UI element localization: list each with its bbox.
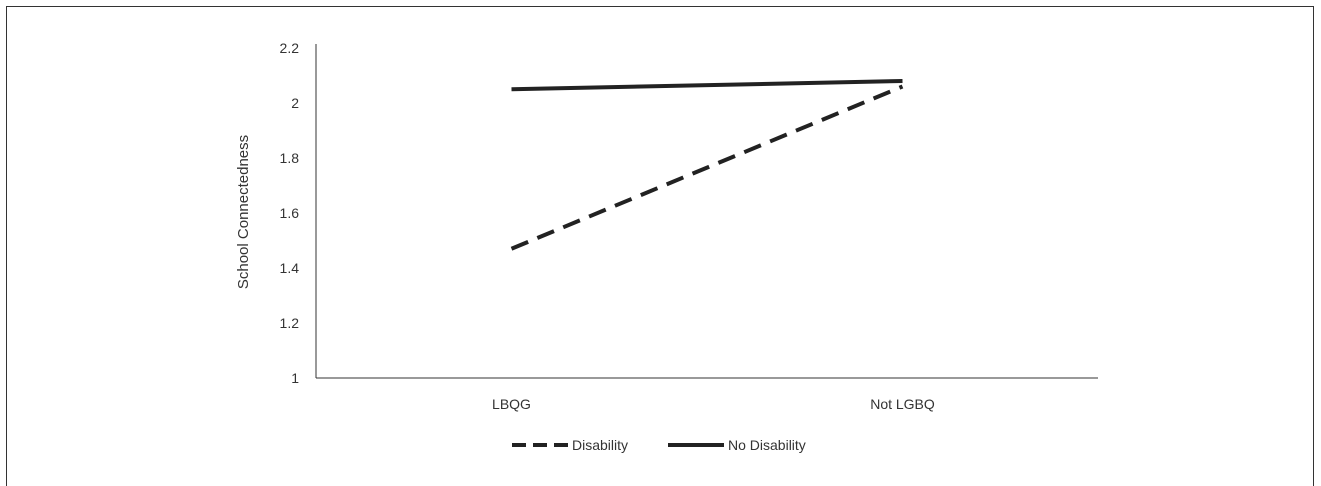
series-line-no-disability [511,79,903,92]
y-tick-label: 1.2 [280,315,300,331]
y-tick-labels: 1 1.2 1.4 1.6 1.8 2 2.2 [280,40,300,386]
y-tick-label: 1.4 [280,260,300,276]
legend-label: Disability [572,437,628,453]
y-tick-label: 2 [291,95,299,111]
x-tick-label: Not LGBQ [870,396,935,412]
x-tick-label: LBQG [492,396,531,412]
y-tick-label: 1.6 [280,205,300,221]
series-line-disability [510,84,904,251]
axes [315,44,1098,379]
y-tick-label: 1.8 [280,150,300,166]
x-tick-labels: LBQG Not LGBQ [492,396,935,412]
legend: Disability No Disability [512,437,806,453]
legend-label: No Disability [728,437,806,453]
series-lines [510,79,904,251]
y-tick-label: 2.2 [280,40,300,56]
y-axis-title: School Connectedness [235,135,252,289]
y-tick-label: 1 [291,370,299,386]
